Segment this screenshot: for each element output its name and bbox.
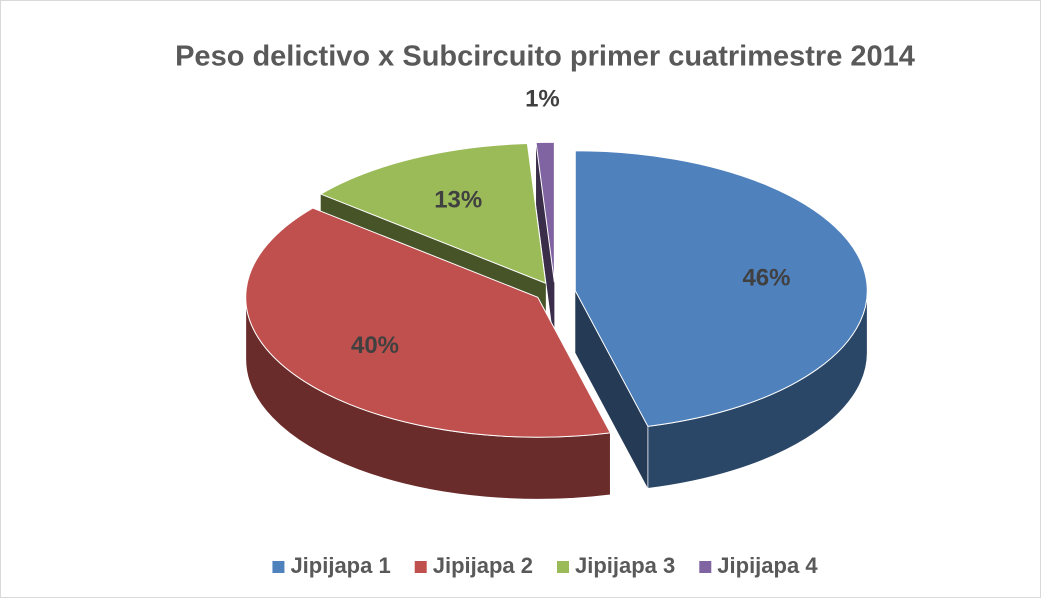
legend-swatch xyxy=(557,561,569,573)
slice xyxy=(319,143,547,285)
legend-label: Jipijapa 1 xyxy=(290,553,390,578)
legend-label: Jipijapa 4 xyxy=(717,553,818,578)
slice-edge xyxy=(536,142,555,345)
legend: Jipijapa 1 Jipijapa 2 Jipijapa 3 Jipijapa 4 xyxy=(272,553,818,578)
legend-swatch xyxy=(699,561,712,573)
legend-label: Jipijapa 3 xyxy=(575,553,675,578)
data-label: 40% xyxy=(351,332,399,359)
legend-swatch xyxy=(414,561,427,573)
data-label: 46% xyxy=(742,265,790,292)
chart-title: Peso delictivo x Subcircuito primer cuat… xyxy=(175,41,915,73)
data-label: 1% xyxy=(525,86,560,113)
legend-swatch xyxy=(272,561,285,573)
pie-tops xyxy=(245,141,868,438)
slice xyxy=(535,141,555,283)
data-label: 13% xyxy=(434,186,482,213)
slice xyxy=(245,207,612,438)
legend-label: Jipijapa 2 xyxy=(433,553,533,578)
slice-edge xyxy=(575,290,648,489)
slice xyxy=(574,150,868,427)
